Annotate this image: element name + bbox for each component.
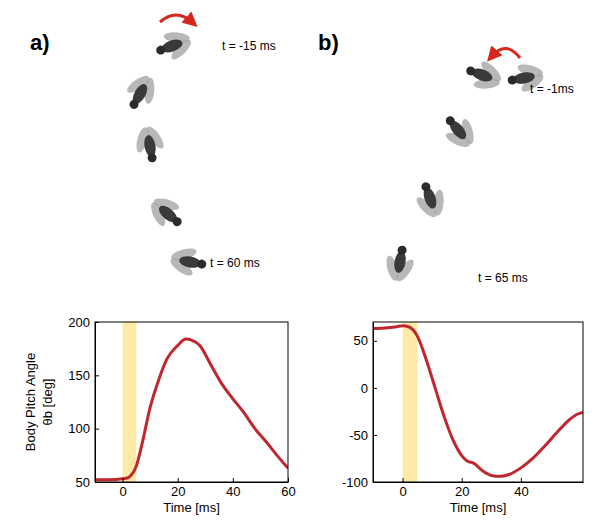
fly-head: [397, 245, 407, 255]
y-tick-mark: [95, 429, 99, 430]
y-tick: 50: [354, 333, 377, 348]
y-tick-mark: [373, 388, 377, 389]
pitch-line: [95, 339, 288, 480]
plot-area: [373, 322, 583, 482]
y-tick-mark: [95, 375, 99, 376]
x-tick: 60: [281, 478, 295, 499]
y-axis-title: Body Pitch Angle: [23, 353, 38, 451]
x-axis-line: [96, 482, 289, 483]
panel: a) t = -15 ms t = 60 ms 0 20 40 60 50 100 150 200 T…: [23, 15, 296, 515]
y-tick-mark: [373, 341, 377, 342]
y-tick-mark: [95, 322, 99, 323]
fly-photo: [409, 177, 453, 224]
y-tick: 150: [68, 368, 99, 383]
y-axis: 50 100 150 200: [68, 315, 99, 490]
fly-photo: [166, 242, 209, 281]
fly-photo: [435, 107, 485, 157]
y-tick: -50: [349, 428, 377, 443]
x-tick-mark: [233, 478, 234, 482]
y-tick: 200: [68, 315, 99, 330]
y-tick-mark: [373, 435, 377, 436]
x-tick: 40: [514, 478, 528, 499]
x-tick: 20: [171, 478, 185, 499]
x-tick-mark: [462, 478, 463, 482]
fly-head: [444, 114, 457, 127]
y-axis-line: [95, 323, 96, 483]
y-tick: 100: [68, 421, 99, 436]
y-tick-label: -50: [349, 428, 368, 443]
figure: a)t = -15 mst = 60 ms020406050100150200T…: [0, 0, 601, 520]
y-tick: 50: [76, 475, 99, 490]
x-tick-label: 20: [171, 484, 185, 499]
fly-photo: [151, 23, 198, 67]
x-tick-label: 40: [226, 484, 240, 499]
fly-head: [147, 153, 157, 163]
x-tick-label: 40: [514, 484, 528, 499]
shaded-band: [403, 322, 418, 482]
y-tick-mark: [373, 482, 377, 483]
panel: b) t = -1ms t = 65 ms 0 20 40 -100 -50 0 50 Time […: [318, 30, 584, 515]
fly-photo: [130, 122, 169, 165]
x-tick-mark: [288, 478, 289, 482]
rotation-arrow: [492, 48, 520, 58]
time-annotation: t = -15 ms: [222, 39, 276, 53]
fly-photo: [141, 188, 191, 238]
x-tick-mark: [521, 478, 522, 482]
x-tick-label: 20: [455, 484, 469, 499]
plot-frame: [95, 322, 288, 482]
x-tick-mark: [178, 478, 179, 482]
x-tick-mark: [403, 478, 404, 482]
y-tick: -100: [342, 475, 377, 490]
fly-head: [507, 75, 517, 85]
y-axis-title: θb [deg]: [40, 379, 55, 426]
panel-label: b): [318, 30, 339, 55]
shaded-band: [123, 322, 137, 482]
x-axis-title: Time [ms]: [163, 500, 220, 515]
panel-label: a): [30, 30, 50, 55]
fly-head: [155, 44, 167, 56]
fly-head: [128, 98, 140, 110]
fly-head: [420, 181, 432, 193]
time-annotation: t = 65 ms: [478, 271, 528, 285]
x-tick-mark: [123, 478, 124, 482]
fly-head: [197, 259, 207, 269]
y-tick-label: 100: [68, 421, 90, 436]
fly-head: [465, 65, 477, 77]
x-tick-label: 0: [119, 484, 126, 499]
time-annotation: t = 60 ms: [210, 256, 260, 270]
y-tick-label: 150: [68, 368, 90, 383]
y-tick-mark: [95, 482, 99, 483]
y-tick-label: 200: [68, 315, 90, 330]
x-tick: 20: [455, 478, 469, 499]
y-tick-label: 0: [361, 381, 368, 396]
x-axis: 0 20 40 60: [96, 478, 296, 499]
y-tick: 0: [361, 381, 377, 396]
y-tick-label: 50: [76, 475, 90, 490]
fly-photo: [461, 54, 508, 98]
fly-photo: [117, 67, 164, 116]
time-annotation: t = -1ms: [530, 82, 574, 96]
plot-frame: [373, 322, 583, 482]
x-axis: 0 20 40: [374, 478, 584, 499]
plot-area: [95, 322, 288, 482]
fly-photo: [380, 243, 419, 286]
x-axis-line: [374, 482, 584, 483]
y-tick-label: -100: [342, 475, 368, 490]
x-axis-title: Time [ms]: [450, 500, 507, 515]
x-tick-label: 60: [281, 484, 295, 499]
x-tick: 0: [399, 478, 406, 499]
x-tick-label: 0: [399, 484, 406, 499]
y-axis: -100 -50 0 50: [342, 323, 377, 490]
y-axis-line: [373, 323, 374, 483]
y-tick-label: 50: [354, 333, 368, 348]
pitch-line: [373, 326, 583, 477]
rotation-arrow: [160, 15, 192, 22]
x-tick: 40: [226, 478, 240, 499]
x-tick: 0: [119, 478, 126, 499]
fly-head: [171, 215, 184, 228]
